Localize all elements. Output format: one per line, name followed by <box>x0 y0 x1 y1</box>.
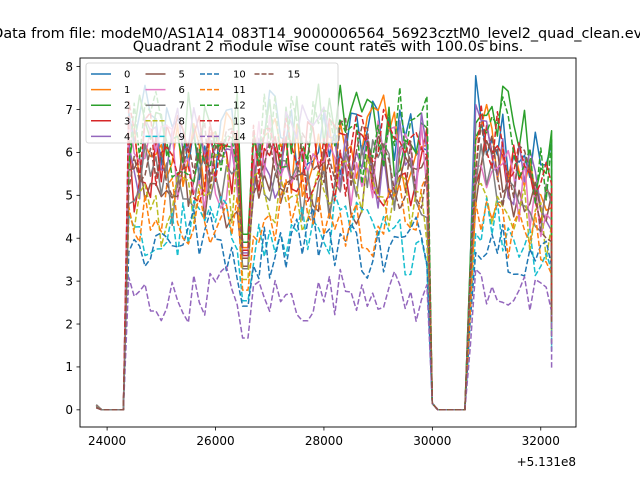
legend-label-14: 14 <box>233 132 246 143</box>
legend-label-2: 2 <box>124 101 130 112</box>
legend-label-15: 15 <box>288 70 301 81</box>
x-tick-label: 28000 <box>305 434 343 448</box>
legend-box <box>85 62 339 144</box>
y-tick-label: 0 <box>65 403 73 417</box>
legend-label-7: 7 <box>179 101 185 112</box>
series-line-10 <box>95 207 553 411</box>
legend-label-13: 13 <box>233 116 246 127</box>
legend-label-6: 6 <box>179 85 185 96</box>
series-line-15 <box>96 117 553 411</box>
y-tick-label: 5 <box>65 189 73 203</box>
x-tick-label: 32000 <box>522 434 560 448</box>
legend-label-3: 3 <box>124 116 130 127</box>
legend-label-5: 5 <box>179 70 185 81</box>
series-line-7 <box>95 139 553 411</box>
y-tick-label: 1 <box>65 360 73 374</box>
series-line-14 <box>96 265 553 411</box>
legend-label-9: 9 <box>179 132 185 143</box>
x-tick-label: 24000 <box>88 434 126 448</box>
series-line-11 <box>95 173 553 411</box>
legend-label-0: 0 <box>124 70 130 81</box>
legend-label-8: 8 <box>179 116 185 127</box>
y-tick-label: 4 <box>65 232 73 246</box>
legend-label-1: 1 <box>124 85 130 96</box>
y-tick-label: 8 <box>65 60 73 74</box>
y-tick-label: 2 <box>65 317 73 331</box>
y-tick-label: 6 <box>65 146 73 160</box>
figure-suptitle: Data from file: modeM0/AS1A14_083T14_900… <box>0 26 640 42</box>
legend-label-11: 11 <box>233 85 246 96</box>
y-tick-label: 7 <box>65 103 73 117</box>
y-tick-label: 3 <box>65 274 73 288</box>
series-line-13 <box>96 100 553 411</box>
series-line-12 <box>95 86 553 411</box>
legend-label-4: 4 <box>124 132 130 143</box>
chart-title: Quadrant 2 module wise count rates with … <box>133 39 524 55</box>
x-tick-label: 30000 <box>413 434 451 448</box>
series-line-5 <box>95 139 553 411</box>
series-line-8 <box>95 153 553 411</box>
legend-label-12: 12 <box>233 101 246 112</box>
x-tick-label: 26000 <box>196 434 234 448</box>
x-axis-offset-label: +5.131e8 <box>517 455 576 469</box>
legend-label-10: 10 <box>233 70 246 81</box>
series-line-9 <box>95 193 553 411</box>
plot-area-frame <box>79 57 577 428</box>
